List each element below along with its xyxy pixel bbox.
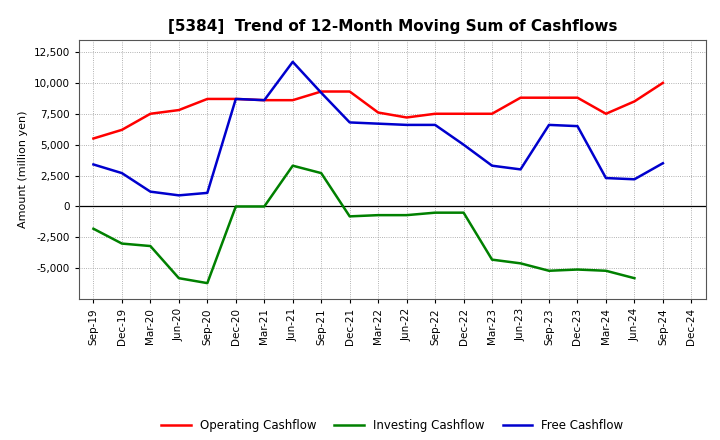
- Investing Cashflow: [317, 170, 325, 176]
- Investing Cashflow: [545, 268, 554, 273]
- Investing Cashflow: [346, 214, 354, 219]
- Line: Operating Cashflow: Operating Cashflow: [94, 83, 663, 139]
- Investing Cashflow: [174, 275, 183, 281]
- Free Cashflow: [317, 90, 325, 95]
- Free Cashflow: [260, 98, 269, 103]
- Operating Cashflow: [260, 98, 269, 103]
- Investing Cashflow: [232, 204, 240, 209]
- Free Cashflow: [289, 59, 297, 65]
- Operating Cashflow: [402, 115, 411, 120]
- Investing Cashflow: [602, 268, 611, 273]
- Operating Cashflow: [545, 95, 554, 100]
- Y-axis label: Amount (million yen): Amount (million yen): [19, 110, 28, 228]
- Free Cashflow: [630, 176, 639, 182]
- Investing Cashflow: [203, 280, 212, 286]
- Investing Cashflow: [89, 226, 98, 231]
- Free Cashflow: [459, 142, 468, 147]
- Free Cashflow: [545, 122, 554, 128]
- Investing Cashflow: [402, 213, 411, 218]
- Free Cashflow: [659, 161, 667, 166]
- Operating Cashflow: [516, 95, 525, 100]
- Free Cashflow: [402, 122, 411, 128]
- Operating Cashflow: [459, 111, 468, 117]
- Operating Cashflow: [146, 111, 155, 117]
- Investing Cashflow: [459, 210, 468, 215]
- Investing Cashflow: [260, 204, 269, 209]
- Free Cashflow: [431, 122, 439, 128]
- Free Cashflow: [89, 162, 98, 167]
- Operating Cashflow: [573, 95, 582, 100]
- Free Cashflow: [146, 189, 155, 194]
- Line: Investing Cashflow: Investing Cashflow: [94, 166, 634, 283]
- Free Cashflow: [346, 120, 354, 125]
- Investing Cashflow: [289, 163, 297, 169]
- Investing Cashflow: [146, 243, 155, 249]
- Free Cashflow: [174, 193, 183, 198]
- Operating Cashflow: [431, 111, 439, 117]
- Free Cashflow: [374, 121, 382, 126]
- Operating Cashflow: [203, 96, 212, 102]
- Free Cashflow: [602, 176, 611, 181]
- Operating Cashflow: [602, 111, 611, 117]
- Title: [5384]  Trend of 12-Month Moving Sum of Cashflows: [5384] Trend of 12-Month Moving Sum of C…: [168, 19, 617, 34]
- Operating Cashflow: [487, 111, 496, 117]
- Operating Cashflow: [346, 89, 354, 94]
- Investing Cashflow: [117, 241, 126, 246]
- Investing Cashflow: [573, 267, 582, 272]
- Free Cashflow: [487, 163, 496, 169]
- Operating Cashflow: [630, 99, 639, 104]
- Investing Cashflow: [487, 257, 496, 262]
- Free Cashflow: [117, 170, 126, 176]
- Operating Cashflow: [117, 127, 126, 132]
- Investing Cashflow: [431, 210, 439, 215]
- Operating Cashflow: [659, 80, 667, 85]
- Operating Cashflow: [174, 107, 183, 113]
- Operating Cashflow: [89, 136, 98, 141]
- Operating Cashflow: [317, 89, 325, 94]
- Operating Cashflow: [232, 96, 240, 102]
- Free Cashflow: [516, 167, 525, 172]
- Free Cashflow: [573, 124, 582, 129]
- Free Cashflow: [232, 96, 240, 102]
- Investing Cashflow: [630, 275, 639, 281]
- Operating Cashflow: [374, 110, 382, 115]
- Line: Free Cashflow: Free Cashflow: [94, 62, 663, 195]
- Investing Cashflow: [516, 261, 525, 266]
- Free Cashflow: [203, 190, 212, 195]
- Operating Cashflow: [289, 98, 297, 103]
- Investing Cashflow: [374, 213, 382, 218]
- Legend: Operating Cashflow, Investing Cashflow, Free Cashflow: Operating Cashflow, Investing Cashflow, …: [156, 414, 629, 436]
